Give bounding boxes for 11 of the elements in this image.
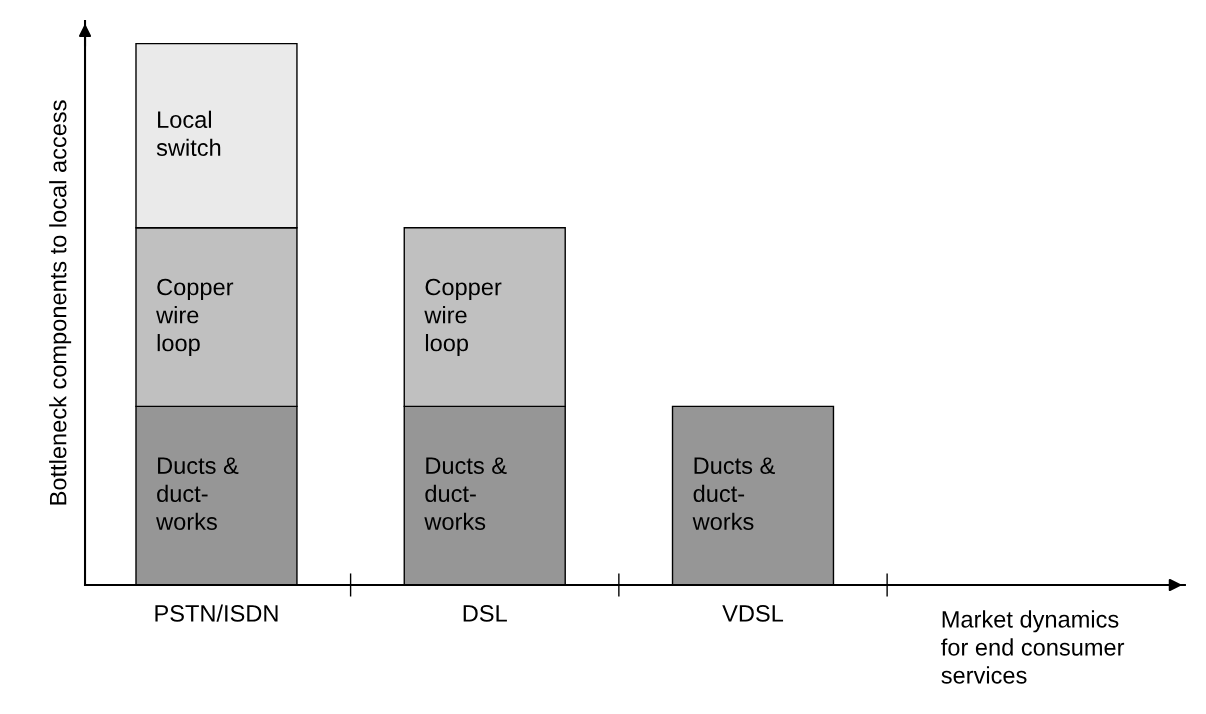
x-tick-label: VDSL xyxy=(722,605,784,622)
x-tick-label: DSL xyxy=(463,605,507,622)
y-axis-title: Bottleneck components to local access xyxy=(49,100,72,505)
series-label: Local switch xyxy=(156,110,221,157)
text: Copper wire loop xyxy=(156,278,234,357)
text: Ducts & duct- works xyxy=(424,457,507,530)
x-tick-label: PSTN/ISDN xyxy=(155,604,278,622)
series-label: Ducts & duct- works xyxy=(692,457,775,530)
series-label: Copper wire loop xyxy=(424,278,502,357)
x-axis-title: Market dynamics for end consumer services xyxy=(941,610,1125,684)
text: Ducts & duct- works xyxy=(156,457,239,530)
